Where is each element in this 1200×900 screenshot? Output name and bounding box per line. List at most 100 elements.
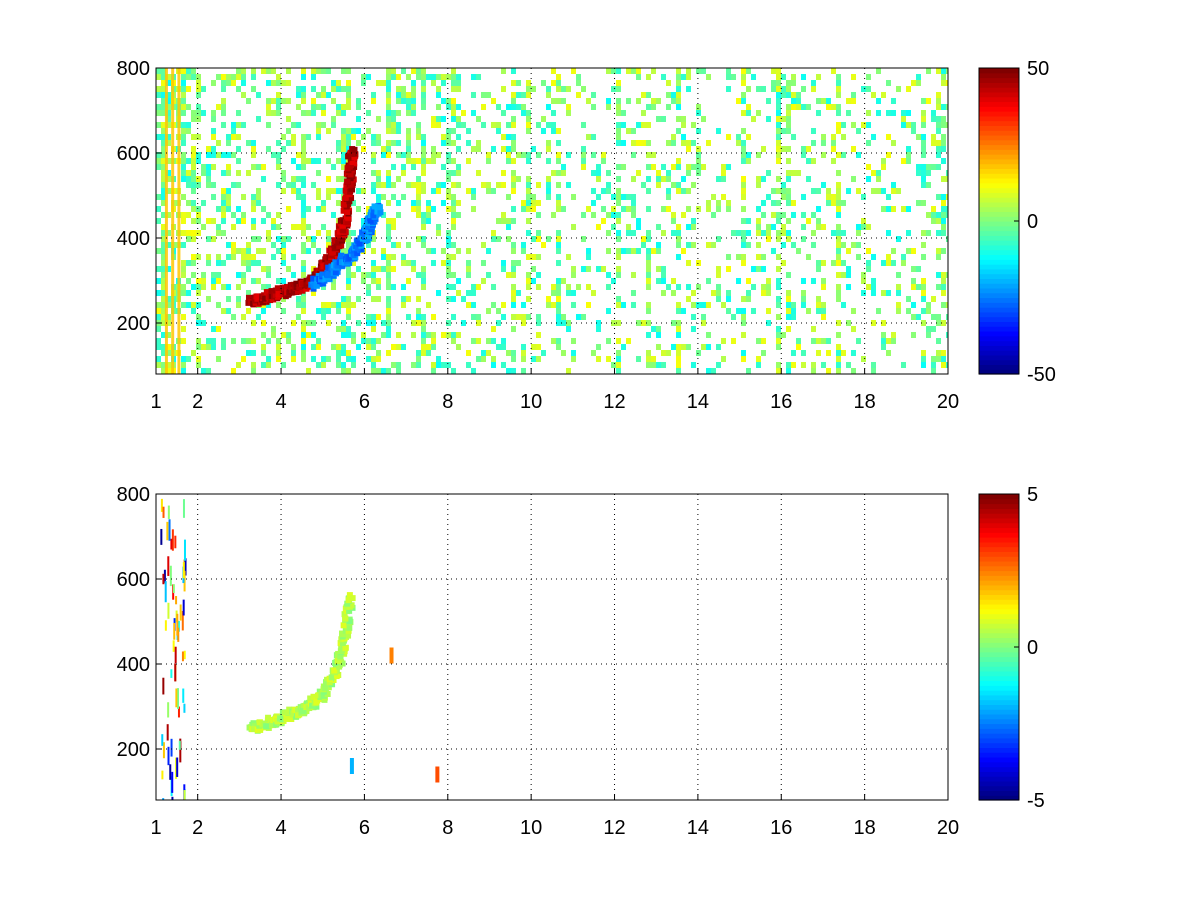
heatmap-cell (776, 302, 781, 308)
heatmap-cell (636, 218, 641, 224)
heatmap-cell (181, 290, 186, 296)
heatmap-cell (606, 98, 611, 104)
heatmap-cell (911, 128, 916, 134)
heatmap-cell (941, 350, 946, 356)
heatmap-cell (791, 302, 796, 308)
heatmap-cell (676, 68, 681, 74)
heatmap-cell (936, 320, 941, 326)
heatmap-cell (431, 146, 436, 152)
heatmap-cell (781, 182, 786, 188)
heatmap-cell (746, 152, 751, 158)
colorbar-swatch (979, 311, 1019, 318)
heatmap-cell (306, 158, 311, 164)
heatmap-cell (561, 278, 566, 284)
heatmap-cell (811, 140, 816, 146)
heatmap-cell (891, 338, 896, 344)
heatmap-cell (726, 290, 731, 296)
heatmap-cell (481, 260, 486, 266)
heatmap-cell (161, 110, 166, 116)
heatmap-cell (526, 188, 531, 194)
heatmap-cell (741, 332, 746, 338)
heatmap-cell (866, 122, 871, 128)
colorbar-swatch (979, 77, 1019, 83)
heatmap-cell (686, 296, 691, 302)
heatmap-cell (616, 236, 621, 242)
heatmap-cell (166, 368, 171, 374)
heatmap-cell (771, 86, 776, 92)
heatmap-cell (741, 152, 746, 158)
heatmap-cell (516, 80, 521, 86)
heatmap-cell (466, 350, 471, 356)
heatmap-cell (321, 308, 326, 314)
heatmap-cell (811, 278, 816, 284)
heatmap-cell (236, 110, 241, 116)
heatmap-cell (206, 170, 211, 176)
heatmap-cell (536, 314, 541, 320)
heatmap-cell (162, 573, 165, 585)
heatmap-cell (486, 308, 491, 314)
heatmap-cell (451, 80, 456, 86)
heatmap-ridge-cell (313, 697, 320, 704)
heatmap-cell (161, 230, 166, 236)
heatmap-cell (641, 320, 646, 326)
heatmap-cell (166, 724, 169, 741)
heatmap-cell (836, 92, 841, 98)
heatmap-cell (361, 272, 366, 278)
heatmap-cell (396, 122, 401, 128)
heatmap-cell (456, 290, 461, 296)
heatmap-cell (646, 206, 651, 212)
heatmap-cell (221, 260, 226, 266)
heatmap-cell (741, 314, 746, 320)
heatmap-cell (941, 140, 946, 146)
heatmap-cell (776, 122, 781, 128)
heatmap-cell (781, 128, 786, 134)
heatmap-cell (826, 350, 831, 356)
heatmap-cell (501, 260, 506, 266)
heatmap-cell (246, 248, 251, 254)
heatmap-cell (321, 356, 326, 362)
heatmap-cell (351, 272, 356, 278)
heatmap-cell (871, 188, 876, 194)
heatmap-cell (781, 230, 786, 236)
heatmap-cell (446, 206, 451, 212)
heatmap-cell (346, 308, 351, 314)
heatmap-cell (756, 230, 761, 236)
heatmap-cell (426, 74, 431, 80)
heatmap-cell (216, 152, 221, 158)
colorbar-swatch (979, 345, 1019, 351)
heatmap-cell (616, 230, 621, 236)
heatmap-cell (821, 302, 826, 308)
heatmap-cell (241, 254, 246, 260)
heatmap-cell (251, 140, 256, 146)
heatmap-cell (401, 302, 406, 308)
heatmap-cell (936, 116, 941, 122)
heatmap-cell (226, 170, 231, 176)
x-tick-label: 8 (442, 817, 453, 839)
heatmap-cell (161, 92, 166, 98)
heatmap-cell (411, 362, 416, 368)
heatmap-cell (941, 290, 946, 296)
colorbar-swatch (979, 498, 1019, 505)
heatmap-cell (446, 128, 451, 134)
heatmap-cell (851, 176, 856, 182)
heatmap-cell (211, 338, 216, 344)
heatmap-cell (181, 158, 186, 164)
heatmap-cell (276, 338, 281, 344)
heatmap-cell (586, 266, 591, 272)
heatmap-cell (160, 528, 163, 545)
heatmap-cell (936, 140, 941, 146)
heatmap-cell (821, 338, 826, 344)
heatmap-cell (726, 266, 731, 272)
heatmap-cell (236, 146, 241, 152)
heatmap-cell (651, 152, 656, 158)
heatmap-cell (661, 266, 666, 272)
heatmap-cell (451, 368, 456, 374)
colorbar-swatch (979, 211, 1019, 217)
heatmap-cell (816, 338, 821, 344)
heatmap-cell (761, 200, 766, 206)
heatmap-cell (421, 278, 426, 284)
heatmap-cell (241, 338, 246, 344)
heatmap-cell (156, 104, 161, 110)
heatmap-cell (821, 314, 826, 320)
heatmap-cell (466, 272, 471, 278)
